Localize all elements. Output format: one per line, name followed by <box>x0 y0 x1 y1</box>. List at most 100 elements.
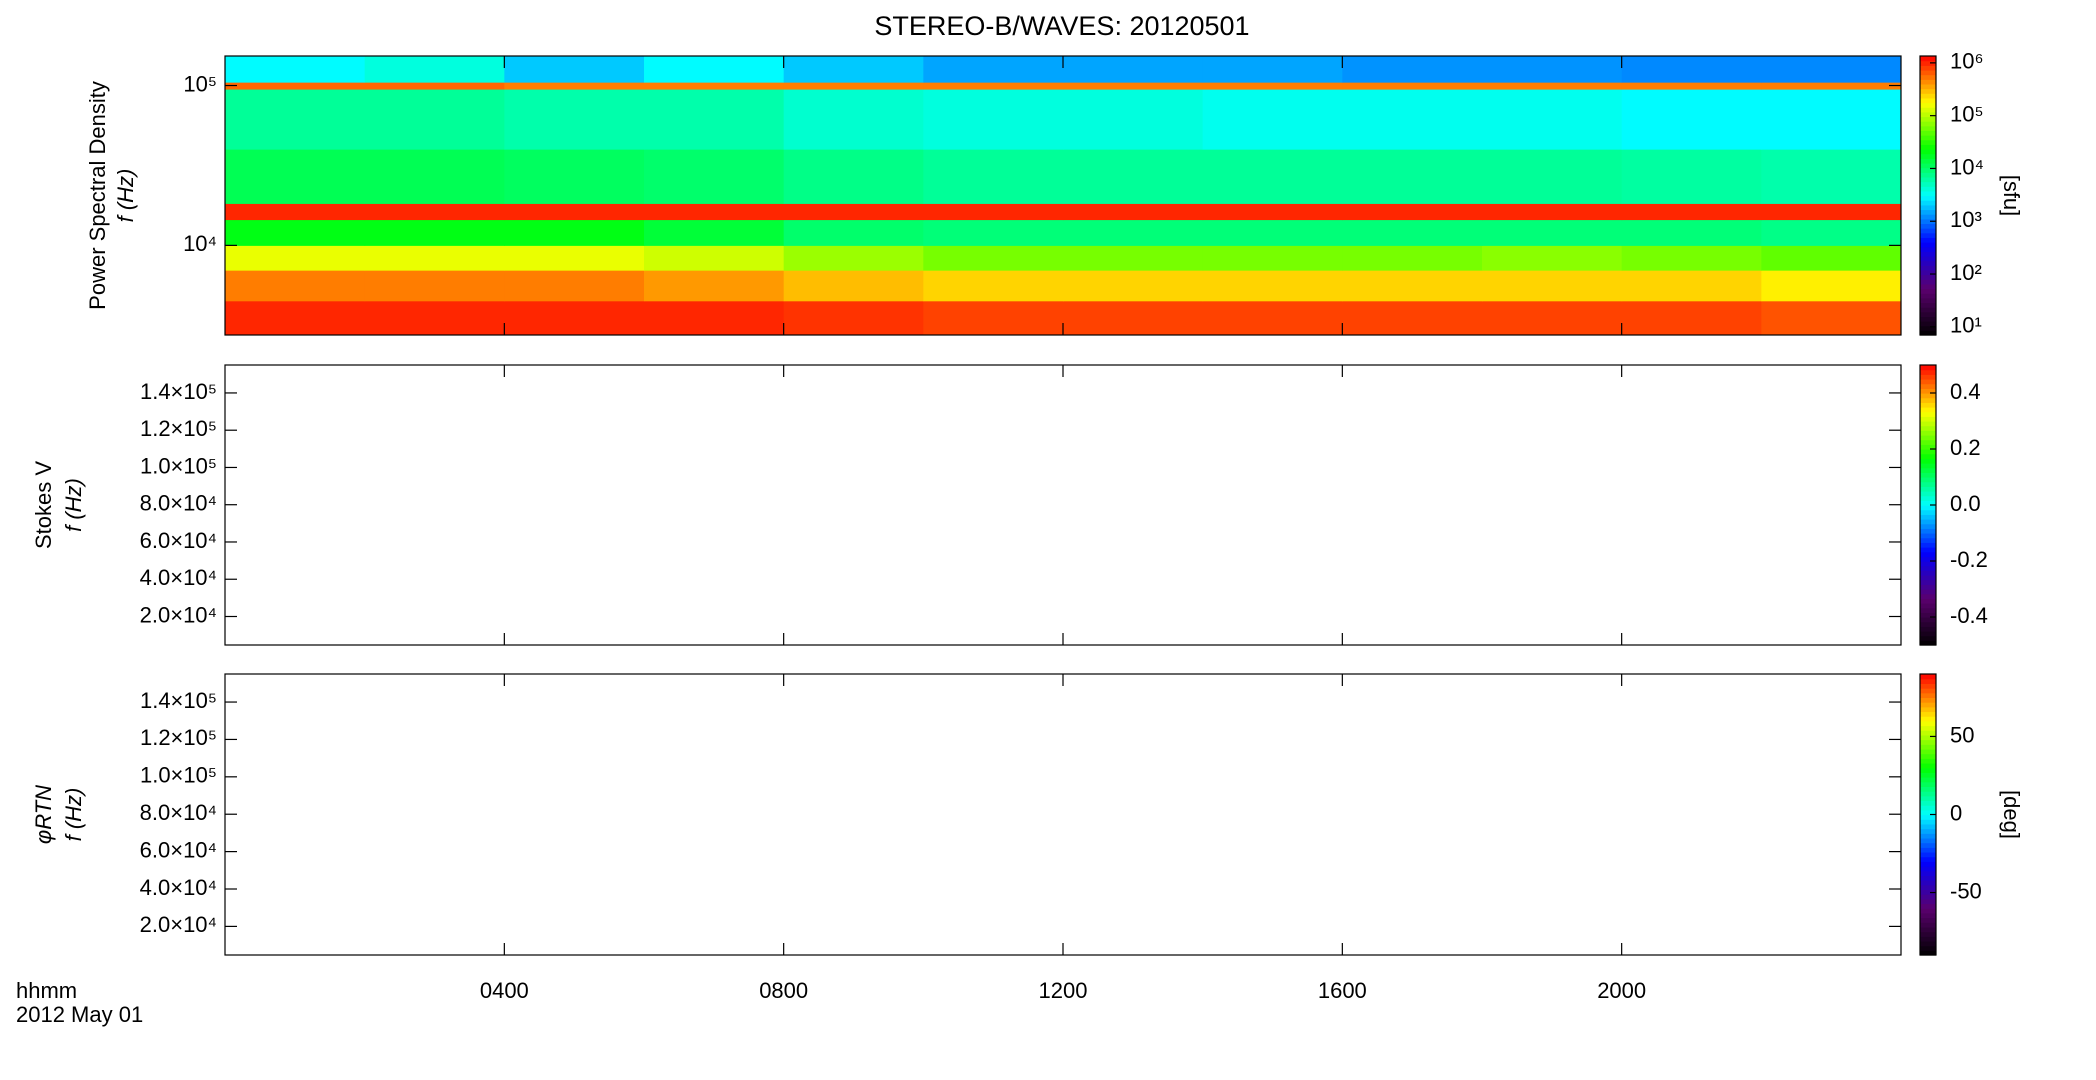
colorbar-swatch <box>1920 158 1936 164</box>
colorbar-swatch <box>1920 107 1936 113</box>
colorbar-swatch <box>1920 444 1936 450</box>
colorbar-tick-label: 0.0 <box>1950 491 1981 516</box>
colorbar-swatch <box>1920 903 1936 909</box>
colorbar-swatch <box>1920 411 1936 417</box>
colorbar-label: [sfu] <box>1999 175 2024 217</box>
colorbar-swatch <box>1920 388 1936 394</box>
colorbar-swatch <box>1920 688 1936 694</box>
colorbar-swatch <box>1920 228 1936 234</box>
colorbar-swatch <box>1920 500 1936 506</box>
colorbar-swatch <box>1920 739 1936 745</box>
colorbar-swatch <box>1920 190 1936 197</box>
colorbar-swatch <box>1920 209 1936 215</box>
colorbar-swatch <box>1920 279 1936 285</box>
colorbar-swatch <box>1920 407 1936 413</box>
colorbar-swatch <box>1920 940 1936 947</box>
heatmap-cell <box>923 245 1064 271</box>
heatmap-cell <box>1761 245 1902 271</box>
x-tick-label: 2000 <box>1597 978 1646 1003</box>
heatmap-cell <box>364 270 505 302</box>
heatmap-cell <box>1482 89 1623 150</box>
colorbar-swatch <box>1920 589 1936 595</box>
heatmap-cell <box>1482 245 1623 271</box>
colorbar-swatch <box>1920 330 1936 336</box>
colorbar-tick-label: 0.4 <box>1950 379 1981 404</box>
heatmap-cell <box>923 219 1064 246</box>
colorbar-swatch <box>1920 748 1936 755</box>
colorbar-tick-label: -50 <box>1950 878 1982 903</box>
heatmap-cell <box>923 89 1064 150</box>
colorbar-swatch <box>1920 889 1936 895</box>
colorbar-swatch <box>1920 528 1936 534</box>
colorbar-swatch <box>1920 894 1936 900</box>
colorbar-swatch <box>1920 416 1936 422</box>
colorbar-swatch <box>1920 242 1936 248</box>
colorbar-swatch <box>1920 791 1936 797</box>
heatmap-cell <box>1063 219 1204 246</box>
colorbar-swatch <box>1920 612 1936 618</box>
colorbar-swatch <box>1920 556 1936 562</box>
colorbar-swatch <box>1920 130 1936 136</box>
heatmap-cell <box>783 203 924 221</box>
heatmap-cell <box>1063 270 1204 302</box>
heatmap-cell <box>1063 300 1204 336</box>
heatmap-cell <box>504 245 645 271</box>
colorbar-swatch <box>1920 561 1936 567</box>
heatmap-cell <box>1482 270 1623 302</box>
colorbar-swatch <box>1920 176 1936 183</box>
colorbar-swatch <box>1920 172 1936 178</box>
colorbar-swatch <box>1920 912 1936 919</box>
colorbar-swatch <box>1920 856 1936 862</box>
heatmap-cell <box>1063 245 1204 271</box>
y-tick-label: 6.0×10⁴ <box>140 528 217 553</box>
y-axis-label: Power Spectral Density <box>85 81 110 310</box>
colorbar-swatch <box>1920 237 1936 243</box>
heatmap-cell <box>923 300 1064 336</box>
colorbar-swatch <box>1920 425 1936 431</box>
colorbar-swatch <box>1920 922 1936 928</box>
heatmap-cell <box>1482 149 1623 204</box>
heatmap-cell <box>923 270 1064 302</box>
colorbar-swatch <box>1920 265 1936 271</box>
colorbar-swatch <box>1920 730 1936 736</box>
heatmap-cell <box>1761 149 1902 204</box>
colorbar-swatch <box>1920 260 1936 266</box>
x-tick-label: 1600 <box>1318 978 1367 1003</box>
heatmap-cell <box>1202 149 1343 204</box>
colorbar-swatch <box>1920 631 1936 637</box>
colorbar-swatch <box>1920 706 1936 713</box>
heatmap-cell <box>1482 203 1623 221</box>
heatmap-cell <box>1342 300 1483 336</box>
colorbar-swatch <box>1920 767 1936 773</box>
colorbar-swatch <box>1920 144 1936 150</box>
colorbar-swatch <box>1920 439 1936 445</box>
y-tick-label: 1.2×10⁵ <box>140 725 217 750</box>
colorbar-swatch <box>1920 255 1936 262</box>
y-axis-label: f (Hz) <box>61 788 86 842</box>
colorbar-swatch <box>1920 575 1936 581</box>
colorbar-swatch <box>1920 537 1936 543</box>
heatmap-cell <box>1761 300 1902 336</box>
colorbar-swatch <box>1920 505 1936 511</box>
y-tick-label: 4.0×10⁴ <box>140 565 217 590</box>
colorbar-swatch <box>1920 421 1936 427</box>
y-axis-label: f (Hz) <box>113 169 138 223</box>
colorbar-swatch <box>1920 463 1936 469</box>
heatmap-cell <box>504 203 645 221</box>
heatmap-cell <box>923 82 1064 90</box>
colorbar-swatch <box>1920 781 1936 787</box>
colorbar-swatch <box>1920 898 1936 905</box>
colorbar-swatch <box>1920 467 1936 473</box>
plot-frame <box>224 673 1902 956</box>
heatmap-cell <box>1621 149 1762 204</box>
heatmap-cell <box>364 245 505 271</box>
colorbar-swatch <box>1920 837 1936 844</box>
heatmap-cell <box>783 300 924 336</box>
colorbar-swatch <box>1920 884 1936 891</box>
colorbar-tick-label: 10³ <box>1950 207 1982 232</box>
colorbar-tick-label: 10² <box>1950 260 1982 285</box>
heatmap-cell <box>1342 82 1483 90</box>
colorbar-swatch <box>1920 814 1936 820</box>
colorbar-swatch <box>1920 269 1936 276</box>
heatmap-cell <box>783 149 924 204</box>
